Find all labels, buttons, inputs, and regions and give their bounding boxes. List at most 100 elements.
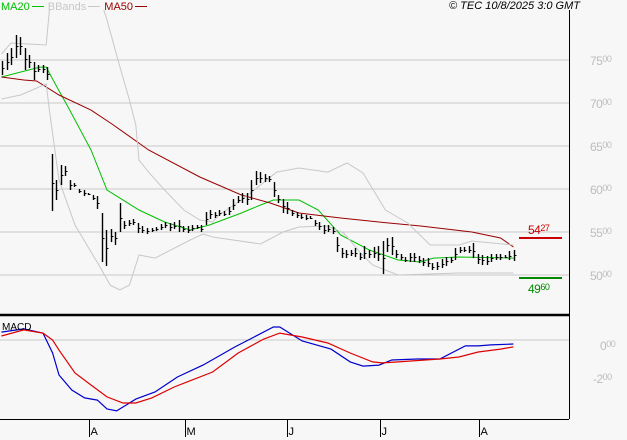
price-bar [119, 203, 123, 232]
price-bar [241, 193, 245, 204]
price-bar [314, 220, 318, 226]
price-bar [137, 222, 141, 234]
price-bar [436, 262, 440, 271]
price-bar [359, 252, 363, 261]
price-tick-label: 7500 [590, 54, 612, 68]
price-bar [246, 193, 250, 205]
price-bar [155, 227, 159, 232]
price-bar [318, 222, 322, 231]
price-bar [336, 236, 340, 253]
price-tick-label: 5500 [590, 226, 612, 240]
price-bar [105, 230, 109, 266]
legend-ma50: MA50 [104, 0, 134, 13]
price-bar [273, 182, 277, 197]
legend-ma20-swatch [31, 6, 44, 7]
price-bar [182, 225, 186, 232]
price-bar [291, 209, 295, 217]
price-bar [450, 257, 454, 264]
price-bar [15, 34, 19, 59]
price-bar [391, 236, 395, 256]
price-bar [418, 255, 422, 264]
price-bar [422, 258, 426, 266]
price-bar [232, 199, 236, 210]
price-bar [73, 183, 77, 188]
price-bar [1, 61, 5, 76]
price-bar [250, 180, 254, 201]
price-bar [441, 259, 445, 269]
price-bar [96, 196, 100, 210]
price-bar [128, 220, 132, 226]
price-bar [445, 257, 449, 266]
price-bar [332, 227, 336, 235]
price-bar [33, 61, 37, 81]
price-bar [46, 67, 50, 81]
price-tick-label: 7000 [590, 97, 612, 111]
price-bar [350, 249, 354, 256]
price-bar [123, 220, 127, 229]
price-bar [345, 249, 349, 259]
price-bar [132, 219, 136, 226]
price-bar [395, 249, 399, 259]
price-bar [87, 193, 91, 196]
price-bar [459, 246, 463, 253]
price-tick-label: 6500 [590, 140, 612, 154]
bbands-line [1, 10, 514, 246]
marker-label: 4960 [528, 282, 550, 296]
price-series-group [1, 10, 517, 291]
price-bar [205, 212, 209, 226]
price-bar [504, 255, 508, 259]
price-bar [363, 246, 367, 260]
ma50-line [1, 76, 514, 248]
price-bar [282, 199, 286, 213]
price-bar [486, 255, 490, 266]
price-bar [60, 165, 64, 186]
price-bar [431, 263, 435, 271]
macd-series-group [1, 326, 514, 412]
price-bar [141, 225, 145, 234]
price-bar [6, 53, 10, 70]
price-bar [413, 252, 417, 263]
x-tick-label: A [480, 426, 488, 438]
bbands-line [1, 83, 514, 291]
price-bar [341, 247, 345, 259]
price-bar [382, 241, 386, 275]
price-bar [228, 206, 232, 215]
price-bar [472, 243, 476, 259]
price-bar [28, 55, 32, 68]
price-bar [264, 174, 268, 183]
legend-ma20: MA20 [1, 0, 30, 13]
price-bar [178, 220, 182, 232]
price-bar [495, 254, 499, 261]
price-bar [468, 246, 472, 253]
marker-label: 5427 [528, 223, 550, 237]
price-bar [404, 257, 408, 263]
price-bar [191, 225, 195, 232]
macd-title: MACD [2, 322, 32, 333]
price-bar [69, 180, 73, 191]
price-bar [286, 201, 290, 215]
price-bar [64, 166, 68, 177]
price-bar [151, 228, 155, 232]
price-bar [368, 249, 372, 259]
price-bar [323, 225, 327, 235]
price-tick-label: 6000 [590, 183, 612, 197]
price-bar [513, 249, 517, 261]
price-bar [481, 255, 485, 266]
price-bar [386, 238, 390, 253]
price-bar [400, 254, 404, 261]
price-bar [101, 212, 105, 263]
price-bar [114, 232, 118, 245]
price-bar [268, 176, 272, 183]
price-bar [463, 246, 467, 253]
price-bar [305, 214, 309, 221]
price-bar [409, 252, 413, 263]
price-bar [110, 228, 114, 243]
price-bar [10, 48, 14, 65]
price-bar [24, 48, 28, 70]
price-bar [508, 251, 512, 261]
price-bar [164, 222, 168, 229]
price-bar [19, 37, 23, 56]
price-bar [92, 195, 96, 201]
price-bar [55, 180, 59, 201]
